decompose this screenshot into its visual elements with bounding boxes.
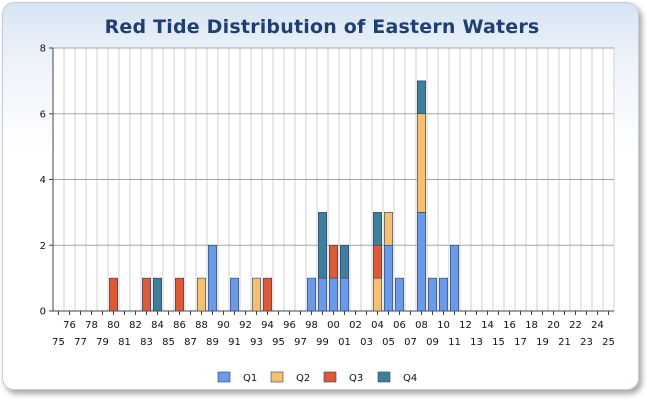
bar-segment-q1[interactable] [438,277,448,312]
legend-label-q3: Q3 [349,373,363,384]
bar-segment-q4[interactable] [317,212,327,279]
x-tick-label: 20 [547,320,560,331]
bar-segment-q3[interactable] [175,277,185,312]
legend-label-q2: Q2 [296,373,310,384]
bar-segment-q3[interactable] [328,244,338,279]
x-tick-label: 85 [162,337,175,348]
bar-segment-q4[interactable] [339,244,349,279]
x-tick-label: 05 [382,337,395,348]
x-tick-label: 75 [52,337,65,348]
y-tick-label: 6 [40,109,46,120]
x-tick-label: 77 [74,337,87,348]
x-tick-label: 07 [404,337,417,348]
x-tick-label: 86 [173,320,186,331]
x-tick-label: 88 [195,320,208,331]
x-tick-label: 96 [283,320,296,331]
bar-segment-q2[interactable] [197,277,207,312]
x-tick-label: 15 [492,337,505,348]
x-tick-label: 04 [371,320,384,331]
x-tick-label: 78 [85,320,98,331]
x-tick-label: 08 [415,320,428,331]
x-tick-label: 02 [349,320,362,331]
x-tick-label: 91 [228,337,241,348]
bar-segment-q1[interactable] [230,277,240,312]
x-tick-label: 22 [569,320,582,331]
bar-segment-q3[interactable] [109,277,119,312]
bar-segment-q4[interactable] [416,80,426,115]
x-tick-label: 94 [261,320,274,331]
bar-segment-q1[interactable] [416,212,426,312]
x-tick-label: 93 [250,337,263,348]
x-tick-label: 84 [151,320,164,331]
bar-segment-q1[interactable] [427,277,437,312]
x-tick-label: 95 [272,337,285,348]
y-tick-label: 2 [40,241,46,252]
bar-segment-q2[interactable] [252,277,262,312]
bar-segment-q1[interactable] [383,244,393,312]
x-tick-label: 99 [316,337,329,348]
legend-label-q4: Q4 [403,373,417,384]
x-tick-label: 87 [184,337,197,348]
chart-title: Red Tide Distribution of Eastern Waters [104,16,540,38]
x-tick-label: 92 [239,320,252,331]
x-tick-label: 90 [217,320,230,331]
bar-segment-q1[interactable] [339,277,349,312]
x-tick-label: 98 [305,320,318,331]
legend-swatch-q2 [270,371,284,383]
y-tick-label: 8 [40,44,46,55]
x-tick-label: 01 [338,337,351,348]
bar-segment-q3[interactable] [372,244,382,279]
bar-segment-q1[interactable] [306,277,316,312]
y-tick-label: 4 [40,175,46,186]
bar-segment-q2[interactable] [416,113,426,213]
x-tick-label: 83 [140,337,153,348]
x-tick-label: 19 [536,337,549,348]
legend-swatch-q1 [217,371,231,383]
x-tick-label: 23 [580,337,593,348]
x-tick-label: 18 [525,320,538,331]
bar-segment-q1[interactable] [317,277,327,312]
bar-segment-q1[interactable] [449,244,459,312]
bar-segment-q3[interactable] [142,277,152,312]
bar-segment-q4[interactable] [372,212,382,246]
x-tick-label: 24 [591,320,604,331]
legend-swatch-q4 [377,371,391,383]
bar-segment-q4[interactable] [153,277,163,312]
bar-segment-q2[interactable] [383,212,393,246]
x-tick-label: 80 [107,320,120,331]
y-tick-label: 0 [40,307,46,318]
x-tick-label: 03 [360,337,373,348]
x-tick-label: 00 [327,320,340,331]
bar-segment-q2[interactable] [372,277,382,312]
x-tick-label: 13 [470,337,483,348]
x-tick-label: 14 [481,320,494,331]
x-tick-label: 25 [602,337,615,348]
x-tick-label: 09 [426,337,439,348]
x-tick-label: 81 [118,337,131,348]
x-tick-label: 76 [63,320,76,331]
legend-swatch-q3 [323,371,337,383]
x-tick-label: 12 [459,320,472,331]
x-tick-label: 97 [294,337,307,348]
x-tick-label: 79 [96,337,109,348]
x-tick-label: 21 [558,337,571,348]
legend-label-q1: Q1 [243,373,257,384]
x-tick-label: 16 [503,320,516,331]
x-tick-label: 89 [206,337,219,348]
bar-segment-q1[interactable] [394,277,404,312]
bar-segment-q1[interactable] [328,277,338,312]
x-tick-label: 82 [129,320,142,331]
x-tick-label: 06 [393,320,406,331]
x-tick-label: 17 [514,337,527,348]
x-tick-label: 11 [448,337,461,348]
x-tick-label: 10 [437,320,450,331]
bar-segment-q3[interactable] [262,277,272,312]
bar-segment-q1[interactable] [208,244,218,312]
